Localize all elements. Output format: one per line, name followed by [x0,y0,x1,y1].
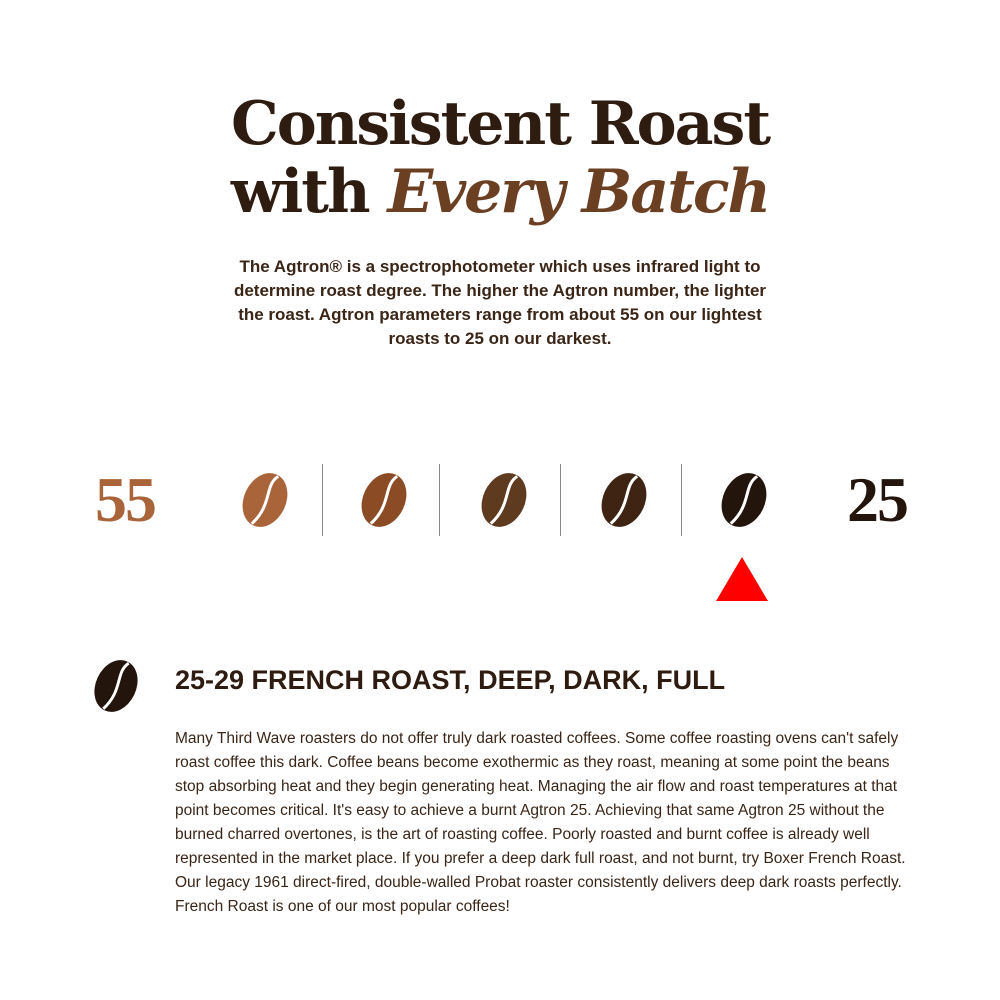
coffee-bean-icon[interactable] [597,471,651,529]
coffee-bean-icon[interactable] [357,471,411,529]
title-line-2: with Every Batch [0,158,1000,226]
coffee-bean-icon[interactable] [477,471,531,529]
intro-text: The Agtron® is a spectrophotometer which… [233,257,767,348]
title-accent: Every Batch [387,157,772,227]
scale-divider [439,464,440,536]
scale-right-label: 25 [847,464,909,535]
coffee-bean-icon[interactable] [238,471,292,529]
title-plain: with [230,157,388,227]
scale-divider [322,464,323,536]
selected-marker-triangle [716,557,768,601]
roast-description: Many Third Wave roasters do not offer tr… [175,730,906,915]
scale-left-label: 55 [95,464,157,535]
scale-divider [560,464,561,536]
coffee-bean-icon [90,658,142,714]
coffee-bean-icon[interactable] [717,471,771,529]
title-line-1: Consistent Roast [230,89,771,159]
scale-divider [681,464,682,536]
page-title: Consistent Roast with Every Batch [0,90,1000,226]
roast-heading: 25-29 FRENCH ROAST, DEEP, DARK, FULL [175,665,726,695]
